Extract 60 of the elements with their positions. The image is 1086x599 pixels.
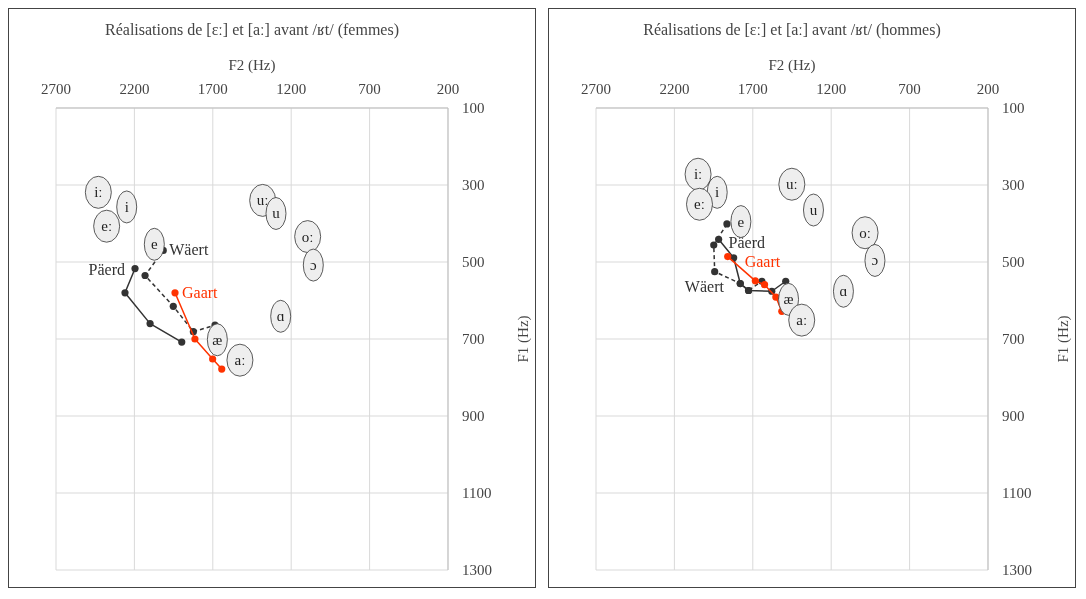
- y-axis-title: F1 (Hz): [1055, 315, 1072, 363]
- data-label: i: [715, 184, 720, 201]
- data-label: uː: [786, 176, 798, 193]
- data-label: eː: [101, 218, 113, 235]
- data-label: uː: [256, 192, 269, 209]
- data-label: aː: [234, 352, 246, 369]
- data-label: i: [124, 198, 129, 215]
- series-label: Wäert: [684, 277, 725, 295]
- x-axis-title: F2 (Hz): [228, 57, 276, 74]
- y-axis-title: F1 (Hz): [515, 315, 532, 363]
- x-axis-title: F2 (Hz): [768, 57, 816, 74]
- data-label: æ: [212, 331, 223, 348]
- x-tick-label: 700: [358, 81, 381, 97]
- series-label: Wäert: [169, 241, 209, 259]
- y-tick-label: 700: [462, 331, 485, 347]
- y-tick-label: 900: [462, 408, 485, 424]
- y-tick-label: 1100: [1002, 485, 1032, 501]
- y-tick-label: 1300: [462, 562, 492, 578]
- x-tick-label: 1700: [737, 81, 768, 97]
- data-label: e: [150, 236, 158, 253]
- chart-title: Réalisations de [ɛː] et [aː] avant /ʁt/ (hommes): [643, 21, 941, 39]
- data-label: ɔ: [871, 252, 879, 269]
- y-tick-label: 300: [1002, 177, 1025, 193]
- data-label: u: [809, 202, 818, 219]
- x-tick-label: 700: [898, 81, 921, 97]
- series-label: Gaart: [744, 252, 781, 270]
- y-tick-label: 500: [1002, 254, 1025, 270]
- y-tick-label: 100: [462, 100, 485, 116]
- data-label: ɔ: [309, 257, 317, 274]
- data-label: ɑ: [839, 283, 848, 300]
- data-label: u: [272, 205, 281, 222]
- x-tick-label: 2200: [119, 81, 150, 97]
- series-label: Päerd: [88, 260, 126, 278]
- y-tick-label: 500: [462, 254, 485, 270]
- x-tick-label: 1200: [816, 81, 847, 97]
- y-tick-label: 100: [1002, 100, 1025, 116]
- x-tick-label: 1200: [276, 81, 307, 97]
- y-tick-label: 1300: [1002, 562, 1032, 578]
- data-label: iː: [94, 184, 103, 201]
- x-tick-label: 2200: [659, 81, 690, 97]
- series-label: Gaart: [182, 283, 219, 301]
- series-label: Päerd: [728, 234, 766, 252]
- data-label: oː: [301, 228, 314, 245]
- y-tick-label: 700: [1002, 331, 1025, 347]
- y-tick-label: 300: [462, 177, 485, 193]
- chart-title: Réalisations de [ɛː] et [aː] avant /ʁt/ (femmes): [105, 21, 399, 39]
- data-label: e: [737, 213, 745, 230]
- data-label: eː: [694, 196, 705, 213]
- x-tick-label: 200: [436, 81, 460, 97]
- data-label: æ: [783, 291, 794, 308]
- y-tick-label: 1100: [462, 485, 492, 501]
- y-tick-label: 900: [1002, 408, 1025, 424]
- x-tick-label: 1700: [197, 81, 228, 97]
- x-tick-label: 2700: [581, 81, 611, 97]
- data-label: ɑ: [276, 308, 285, 325]
- data-label: iː: [693, 166, 703, 183]
- data-label: oː: [859, 224, 871, 241]
- x-tick-label: 200: [976, 81, 1000, 97]
- x-tick-label: 2700: [41, 81, 71, 97]
- data-label: aː: [796, 312, 808, 329]
